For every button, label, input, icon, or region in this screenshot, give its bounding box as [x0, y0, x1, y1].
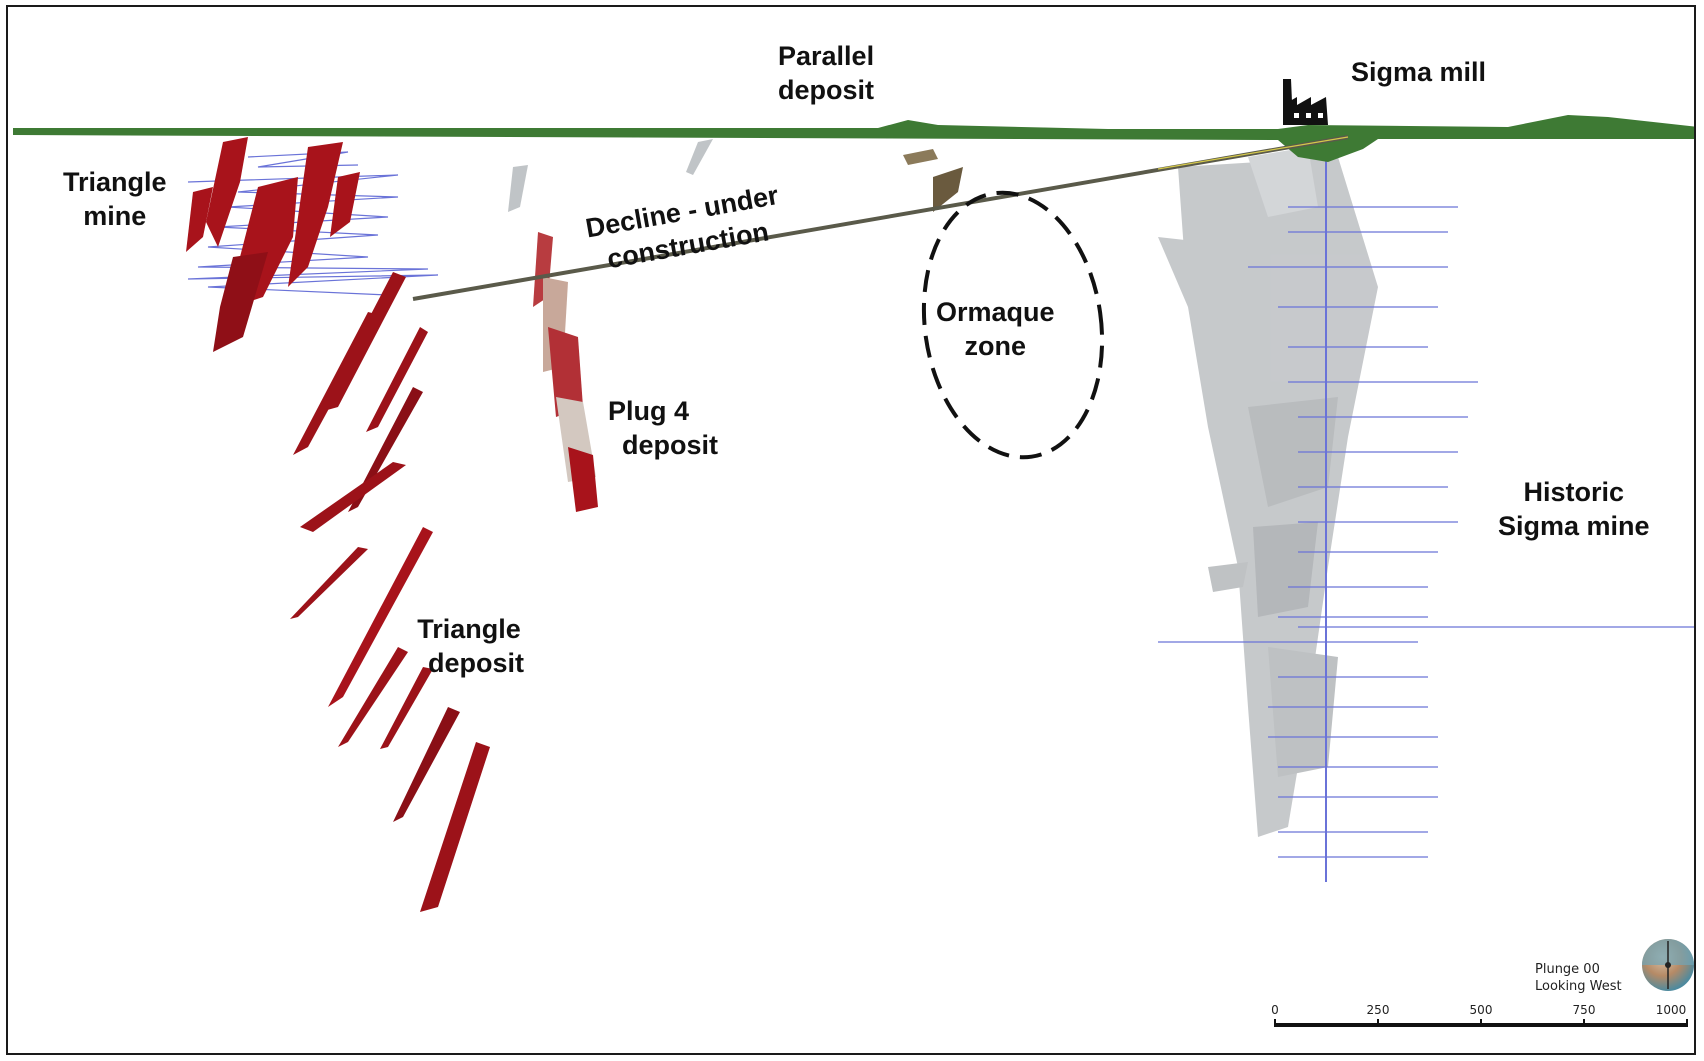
- ormaque-zone-outline: [921, 190, 1105, 460]
- orientation-sphere-icon: [1642, 939, 1694, 991]
- diagram-frame: Parallel deposit Sigma mill Triangle min…: [6, 5, 1696, 1055]
- factory-icon: [1283, 79, 1328, 125]
- ground-surface: [13, 115, 1694, 162]
- plug4-deposit-orebodies: [508, 165, 598, 512]
- triangle-deposit-orebodies: [290, 272, 490, 912]
- sigma-mill-label: Sigma mill: [1351, 57, 1487, 87]
- scale-tick-label: 250: [1366, 1003, 1390, 1017]
- view-direction-label: Looking West: [1535, 979, 1622, 994]
- historic-sigma-workings: [1158, 147, 1378, 837]
- scale-tick-label: 0: [1271, 1003, 1279, 1017]
- parallel-deposit-workings: [686, 139, 963, 212]
- sigma-mine-levels: [1158, 157, 1694, 882]
- view-plunge-label: Plunge 00: [1535, 962, 1600, 977]
- triangle-mine-label: Triangle mine: [63, 167, 167, 231]
- scale-tick-label: 500: [1469, 1003, 1493, 1017]
- scale-bar: [1274, 1019, 1688, 1027]
- triangle-mine-orebodies: [186, 137, 360, 352]
- decline-highlight: [1157, 136, 1349, 170]
- scale-tick-label: 1000: [1655, 1003, 1687, 1017]
- plug4-deposit-label: Plug 4 deposit: [608, 396, 719, 460]
- decline-line: [412, 135, 1349, 301]
- scale-tick-label: 750: [1572, 1003, 1596, 1017]
- parallel-deposit-label: Parallel deposit: [778, 41, 875, 105]
- triangle-deposit-label: Triangle deposit: [417, 614, 525, 678]
- long-section-diagram: [13, 79, 1694, 1027]
- ormaque-zone-label: Ormaque zone: [936, 297, 1055, 361]
- historic-sigma-mine-label: Historic Sigma mine: [1498, 477, 1650, 541]
